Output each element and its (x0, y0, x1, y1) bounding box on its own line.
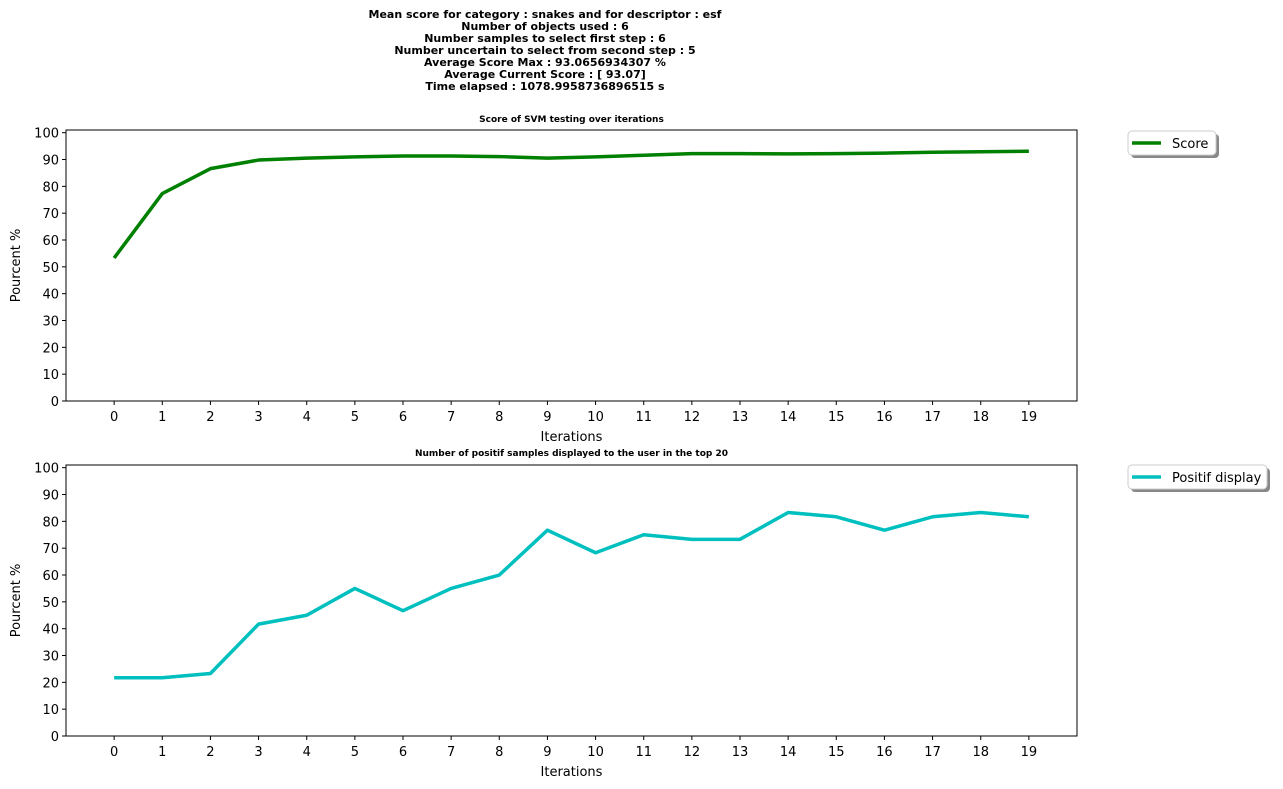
x-tick-label: 8 (495, 745, 503, 760)
y-tick-label: 70 (42, 542, 59, 557)
suptitle-line: Average Score Max : 93.0656934307 % (424, 56, 666, 69)
y-tick-label: 80 (42, 180, 59, 195)
y-tick-label: 60 (42, 234, 59, 249)
x-tick-label: 2 (206, 745, 214, 760)
y-tick-label: 100 (34, 462, 59, 477)
legend-label: Score (1172, 137, 1208, 152)
x-tick-label: 4 (303, 410, 311, 425)
suptitle-line: Number samples to select first step : 6 (424, 32, 666, 45)
y-tick-label: 10 (42, 368, 59, 383)
x-tick-label: 5 (351, 745, 359, 760)
legend-label: Positif display (1172, 471, 1262, 486)
legend: Positif display (1127, 464, 1270, 492)
x-tick-label: 17 (924, 410, 941, 425)
y-tick-label: 50 (42, 596, 59, 611)
x-tick-label: 9 (543, 410, 551, 425)
y-axis-label: Pourcent % (9, 229, 24, 303)
axes-frame (65, 464, 1078, 737)
y-tick-label: 10 (42, 703, 59, 718)
x-tick-label: 18 (972, 745, 989, 760)
legend-box (1127, 130, 1217, 156)
x-tick-label: 11 (635, 745, 652, 760)
y-tick-label: 0 (51, 730, 59, 745)
x-tick-label: 7 (447, 745, 455, 760)
y-tick-label: 70 (42, 207, 59, 222)
suptitle-line: Number of objects used : 6 (461, 20, 629, 33)
figure-suptitle: Mean score for category : snakes and for… (245, 9, 845, 93)
y-tick-label: 60 (42, 569, 59, 584)
x-tick-label: 3 (254, 410, 262, 425)
x-tick-label: 18 (972, 410, 989, 425)
chart-panel-1: Score of SVM testing over iterations0102… (9, 115, 1219, 445)
x-tick-label: 10 (587, 745, 604, 760)
axes-frame (65, 129, 1078, 402)
y-tick-label: 90 (42, 489, 59, 504)
x-tick-label: 4 (303, 745, 311, 760)
x-tick-label: 15 (828, 410, 845, 425)
x-tick-label: 2 (206, 410, 214, 425)
y-tick-label: 100 (34, 127, 59, 142)
y-axis-label: Pourcent % (9, 564, 24, 638)
suptitle-line: Number uncertain to select from second s… (394, 44, 696, 57)
y-tick-label: 40 (42, 288, 59, 303)
series-line-2 (114, 510, 1030, 680)
x-tick-label: 5 (351, 410, 359, 425)
x-tick-label: 16 (876, 410, 893, 425)
suptitle-line: Time elapsed : 1078.9958736896515 s (425, 80, 665, 93)
y-tick-label: 20 (42, 341, 59, 356)
x-tick-label: 19 (1021, 410, 1038, 425)
x-tick-label: 10 (587, 410, 604, 425)
x-tick-label: 13 (732, 410, 749, 425)
series-line-1 (112, 149, 1029, 260)
x-tick-label: 1 (158, 745, 166, 760)
chart-title: Score of SVM testing over iterations (479, 115, 664, 125)
x-tick-label: 11 (635, 410, 652, 425)
x-tick-label: 17 (924, 745, 941, 760)
suptitle-line: Mean score for category : snakes and for… (368, 8, 722, 21)
x-tick-label: 12 (684, 410, 701, 425)
y-tick-label: 30 (42, 650, 59, 665)
y-tick-label: 30 (42, 315, 59, 330)
x-tick-label: 3 (254, 745, 262, 760)
y-tick-label: 20 (42, 676, 59, 691)
x-tick-label: 14 (780, 410, 797, 425)
x-tick-label: 12 (684, 745, 701, 760)
y-tick-label: 0 (51, 395, 59, 410)
y-tick-label: 80 (42, 515, 59, 530)
x-tick-label: 19 (1021, 745, 1038, 760)
x-tick-label: 1 (158, 410, 166, 425)
suptitle-line: Average Current Score : [ 93.07] (444, 68, 646, 81)
y-tick-label: 40 (42, 623, 59, 638)
x-tick-label: 0 (110, 745, 118, 760)
y-tick-label: 90 (42, 154, 59, 169)
x-tick-label: 14 (780, 745, 797, 760)
x-tick-label: 9 (543, 745, 551, 760)
x-tick-label: 15 (828, 745, 845, 760)
x-tick-label: 8 (495, 410, 503, 425)
legend: Score (1127, 130, 1219, 158)
x-tick-label: 13 (732, 745, 749, 760)
x-axis-label: Iterations (541, 430, 603, 445)
x-tick-label: 6 (399, 745, 407, 760)
x-tick-label: 16 (876, 745, 893, 760)
x-axis-label: Iterations (541, 765, 603, 780)
legend-box (1127, 464, 1268, 490)
chart-title: Number of positif samples displayed to t… (415, 449, 728, 459)
y-tick-label: 50 (42, 261, 59, 276)
x-tick-label: 7 (447, 410, 455, 425)
chart-panel-2: Number of positif samples displayed to t… (9, 449, 1270, 780)
x-tick-label: 0 (110, 410, 118, 425)
x-tick-label: 6 (399, 410, 407, 425)
